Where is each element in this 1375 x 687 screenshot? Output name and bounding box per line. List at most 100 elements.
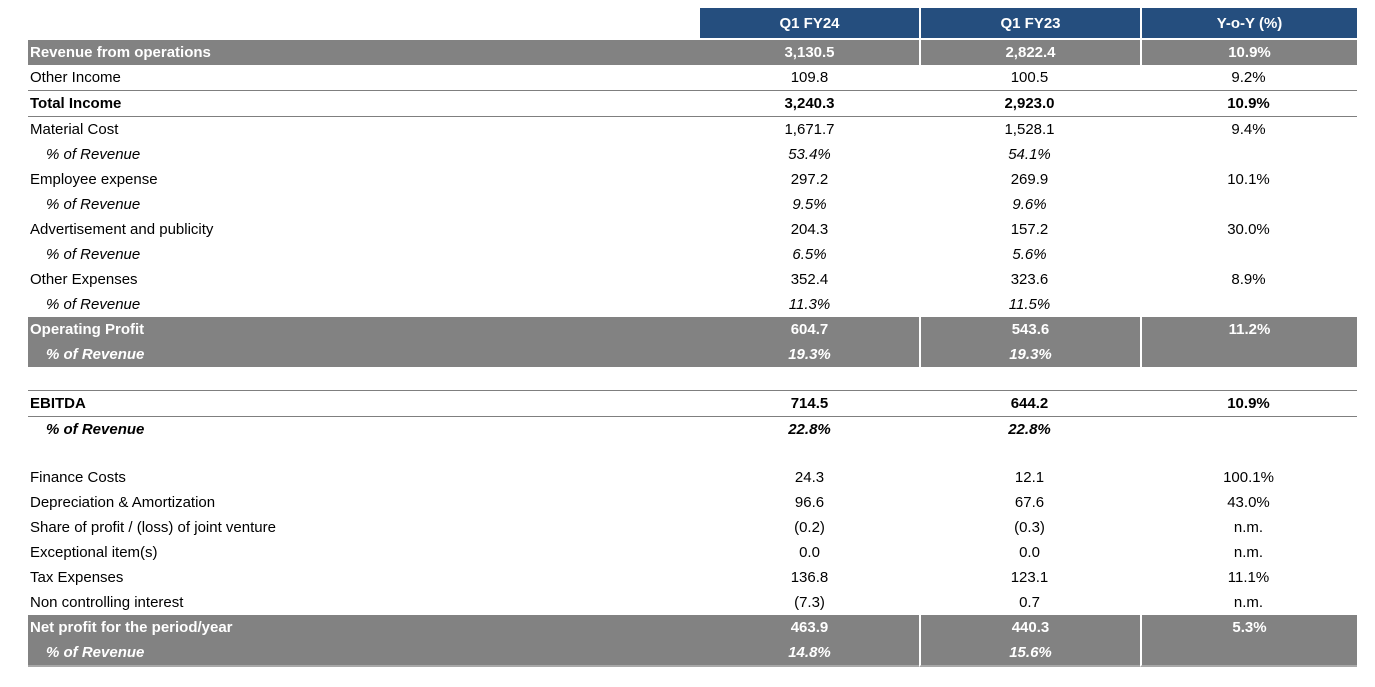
cell-yoy: 9.4% <box>1231 121 1266 138</box>
cell-yoy: 5.3% <box>1140 615 1357 640</box>
table-row-pct-of-revenue: % of Revenue 6.5% 5.6% <box>28 242 1357 267</box>
cell-yoy: 10.9% <box>1140 40 1357 65</box>
cell-q1fy23: 15.6% <box>919 640 1140 667</box>
row-label: % of Revenue <box>46 146 141 163</box>
cell-q1fy24: 109.8 <box>700 65 919 91</box>
cell-q1fy24: 3,130.5 <box>700 40 919 65</box>
table-row-finance-costs: Finance Costs 24.3 12.1 100.1% <box>28 465 1357 490</box>
header-corner-cell <box>28 8 700 40</box>
cell-q1fy23: 2,822.4 <box>919 40 1140 65</box>
cell-q1fy24: 297.2 <box>790 171 829 188</box>
cell-q1fy23: 5.6% <box>1012 246 1047 263</box>
cell-yoy <box>1140 342 1357 367</box>
cell-q1fy24: 204.3 <box>790 221 829 238</box>
cell-yoy: 9.2% <box>1140 65 1357 91</box>
cell-q1fy24: 1,671.7 <box>784 121 835 138</box>
cell-yoy <box>1140 242 1357 267</box>
table-row-pct-of-revenue: % of Revenue 11.3% 11.5% <box>28 292 1357 317</box>
cell-yoy: 10.9% <box>1140 91 1357 117</box>
table-row-other-expenses: Other Expenses 352.4 323.6 8.9% <box>28 267 1357 292</box>
row-label: Other Expenses <box>30 271 138 288</box>
cell-yoy: 100.1% <box>1223 469 1274 486</box>
column-header-yoy: Y-o-Y (%) <box>1140 8 1357 40</box>
cell-q1fy23: 323.6 <box>1010 271 1049 288</box>
table-row-ebitda-pct: % of Revenue 22.8% 22.8% <box>28 417 1357 442</box>
cell-q1fy23: 12.1 <box>1014 469 1045 486</box>
cell-q1fy24: 463.9 <box>700 615 919 640</box>
cell-q1fy24: 14.8% <box>700 640 919 667</box>
cell-q1fy23: 440.3 <box>919 615 1140 640</box>
row-label: Finance Costs <box>30 469 126 486</box>
row-label: % of Revenue <box>46 196 141 213</box>
table-row-tax-expenses: Tax Expenses 136.8 123.1 11.1% <box>28 565 1357 590</box>
cell-q1fy24: 136.8 <box>790 569 829 586</box>
cell-q1fy23: 0.7 <box>1019 594 1040 611</box>
row-label: % of Revenue <box>28 640 700 667</box>
row-label: Operating Profit <box>28 317 700 342</box>
cell-q1fy23: 2,923.0 <box>919 91 1140 117</box>
table-header-row: Q1 FY24 Q1 FY23 Y-o-Y (%) <box>28 8 1357 40</box>
row-label: Total Income <box>28 91 700 117</box>
row-label: Material Cost <box>30 121 119 138</box>
cell-q1fy24: 19.3% <box>700 342 919 367</box>
cell-yoy: n.m. <box>1233 519 1264 536</box>
cell-q1fy24: 96.6 <box>794 494 825 511</box>
table-row-operating-profit: Operating Profit 604.7 543.6 11.2% <box>28 317 1357 342</box>
row-label: % of Revenue <box>46 421 145 438</box>
cell-yoy <box>1140 417 1357 442</box>
row-label: Share of profit / (loss) of joint ventur… <box>30 519 276 536</box>
cell-q1fy23: 123.1 <box>1010 569 1049 586</box>
column-header-q1fy24: Q1 FY24 <box>700 8 919 40</box>
row-label: Employee expense <box>30 171 158 188</box>
table-row-operating-profit-pct: % of Revenue 19.3% 19.3% <box>28 342 1357 367</box>
cell-q1fy23: 22.8% <box>1008 421 1051 438</box>
spacer-row <box>28 442 1357 465</box>
table-row-advertisement-and-publicity: Advertisement and publicity 204.3 157.2 … <box>28 217 1357 242</box>
cell-yoy <box>1140 292 1357 317</box>
cell-q1fy23: 67.6 <box>1014 494 1045 511</box>
row-label: % of Revenue <box>46 296 141 313</box>
cell-q1fy24: 22.8% <box>788 421 831 438</box>
row-label: Exceptional item(s) <box>30 544 158 561</box>
cell-q1fy24: 604.7 <box>700 317 919 342</box>
cell-q1fy24: 0.0 <box>799 544 820 561</box>
cell-q1fy24: 3,240.3 <box>700 91 919 117</box>
cell-q1fy24: 53.4% <box>788 146 831 163</box>
cell-yoy: 8.9% <box>1231 271 1266 288</box>
cell-yoy <box>1140 640 1357 667</box>
cell-q1fy24: 24.3 <box>794 469 825 486</box>
cell-yoy <box>1140 142 1357 167</box>
cell-yoy <box>1140 192 1357 217</box>
cell-q1fy23: 11.5% <box>1008 296 1051 313</box>
cell-yoy: 30.0% <box>1227 221 1270 238</box>
row-label: Other Income <box>28 65 700 91</box>
cell-q1fy24: (7.3) <box>794 594 825 611</box>
cell-q1fy24: (0.2) <box>794 519 825 536</box>
cell-q1fy23: 0.0 <box>1019 544 1040 561</box>
row-label: Advertisement and publicity <box>30 221 214 238</box>
table-row-net-profit: Net profit for the period/year 463.9 440… <box>28 615 1357 640</box>
column-header-q1fy23: Q1 FY23 <box>919 8 1140 40</box>
table-row-total-income: Total Income 3,240.3 2,923.0 10.9% <box>28 91 1357 117</box>
table-row-depreciation-amortization: Depreciation & Amortization 96.6 67.6 43… <box>28 490 1357 515</box>
table-row-non-controlling-interest: Non controlling interest (7.3) 0.7 n.m. <box>28 590 1357 615</box>
table-row-material-cost: Material Cost 1,671.7 1,528.1 9.4% <box>28 117 1357 142</box>
row-label: Tax Expenses <box>30 569 124 586</box>
row-label: % of Revenue <box>46 246 141 263</box>
cell-yoy: 11.1% <box>1227 569 1270 586</box>
cell-q1fy24: 352.4 <box>790 271 829 288</box>
table-row-pct-of-revenue: % of Revenue 53.4% 54.1% <box>28 142 1357 167</box>
row-label: Net profit for the period/year <box>28 615 700 640</box>
cell-yoy: 43.0% <box>1227 494 1270 511</box>
row-label: % of Revenue <box>28 342 700 367</box>
cell-yoy: 10.1% <box>1227 171 1270 188</box>
cell-yoy: n.m. <box>1233 544 1264 561</box>
table-row-net-profit-pct: % of Revenue 14.8% 15.6% <box>28 640 1357 667</box>
cell-q1fy23: 543.6 <box>919 317 1140 342</box>
cell-q1fy24: 714.5 <box>700 390 919 417</box>
cell-q1fy23: 269.9 <box>1010 171 1049 188</box>
cell-q1fy24: 11.3% <box>788 296 831 313</box>
row-label: EBITDA <box>28 390 700 417</box>
financial-results-table: Q1 FY24 Q1 FY23 Y-o-Y (%) Revenue from o… <box>28 8 1357 667</box>
cell-q1fy23: 19.3% <box>919 342 1140 367</box>
